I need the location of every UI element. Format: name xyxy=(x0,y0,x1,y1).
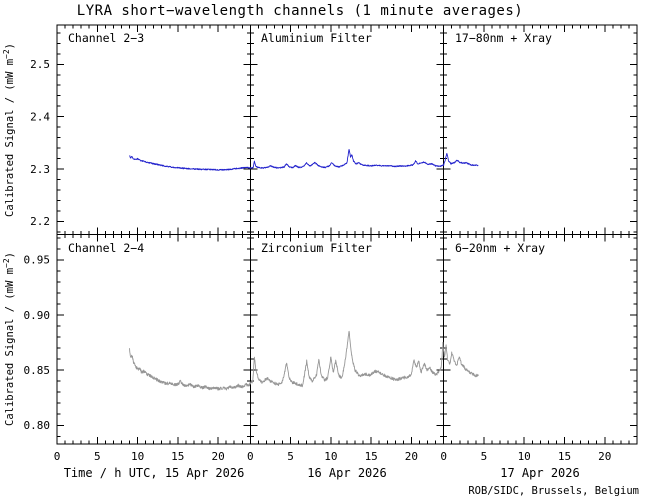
panel-border xyxy=(56,24,251,235)
x-tick-label: 20 xyxy=(598,450,611,463)
y-tick-label: 0.80 xyxy=(24,419,51,432)
trace-channel-2-3 xyxy=(129,149,479,171)
panel-border xyxy=(56,234,251,445)
date-label-15-apr: Time / h UTC, 15 Apr 2026 xyxy=(64,466,245,480)
y-axis-label-top: Calibrated Signal / (mW m−2) xyxy=(2,43,16,217)
x-tick-label: 15 xyxy=(558,450,571,463)
x-tick-label: 0 xyxy=(54,450,61,463)
date-label-17-apr: 17 Apr 2026 xyxy=(500,466,579,480)
panel-border xyxy=(443,24,638,235)
x-tick-label: 10 xyxy=(324,450,337,463)
y-tick-label: 0.95 xyxy=(24,254,51,267)
panel-label-aluminium-filter: Aluminium Filter xyxy=(261,31,372,45)
panel-border xyxy=(249,234,445,445)
panel-label-channel-2-3: Channel 2−3 xyxy=(68,31,144,45)
trace-channel-2-4 xyxy=(129,330,479,391)
x-tick-label: 0 xyxy=(247,450,254,463)
y-tick-label: 2.4 xyxy=(30,111,50,124)
x-tick-label: 15 xyxy=(171,450,184,463)
y-axis-label-top-close: ) xyxy=(4,43,16,49)
y-tick-label: 2.2 xyxy=(30,215,50,228)
y-axis-label-bottom-text: Calibrated Signal / (mW m xyxy=(4,268,16,426)
x-tick-label: 20 xyxy=(211,450,224,463)
x-tick-label: 15 xyxy=(365,450,378,463)
y-tick-label: 2.5 xyxy=(30,58,50,71)
x-tick-label: 0 xyxy=(440,450,447,463)
y-axis-label-top-exponent: −2 xyxy=(2,49,11,59)
y-axis-label-top-text: Calibrated Signal / (mW m xyxy=(4,59,16,217)
axes-grid xyxy=(56,24,638,445)
plot-title: LYRA short−wavelength channels (1 minute… xyxy=(77,3,523,19)
x-tick-label: 10 xyxy=(131,450,144,463)
panel-border xyxy=(249,24,445,235)
y-axis-label-bottom-close: ) xyxy=(4,252,16,258)
y-axis-label-bottom-exponent: −2 xyxy=(2,258,11,268)
y-tick-label: 2.3 xyxy=(30,163,50,176)
y-axis-label-bottom: Calibrated Signal / (mW m−2) xyxy=(2,252,16,426)
panel-label-17-80nm-xray: 17−80nm + Xray xyxy=(455,31,552,45)
credit-text: ROB/SIDC, Brussels, Belgium xyxy=(468,485,639,497)
x-tick-label: 5 xyxy=(481,450,488,463)
tick-labels: 0 5 10 15 20 0 5 10 15 20 0 5 10 15 20 2.2 2.3 2.4 2.5 0.80… xyxy=(24,58,612,463)
y-tick-label: 0.90 xyxy=(24,309,51,322)
date-label-16-apr: 16 Apr 2026 xyxy=(307,466,386,480)
x-tick-label: 10 xyxy=(518,450,531,463)
x-tick-label: 20 xyxy=(405,450,418,463)
panel-label-6-20nm-xray: 6−20nm + Xray xyxy=(455,241,545,255)
x-tick-label: 5 xyxy=(94,450,101,463)
panel-border xyxy=(443,234,638,445)
data-traces xyxy=(129,149,479,391)
panel-label-zirconium-filter: Zirconium Filter xyxy=(261,241,372,255)
y-tick-label: 0.85 xyxy=(24,364,51,377)
x-tick-label: 5 xyxy=(287,450,294,463)
panel-label-channel-2-4: Channel 2−4 xyxy=(68,241,144,255)
